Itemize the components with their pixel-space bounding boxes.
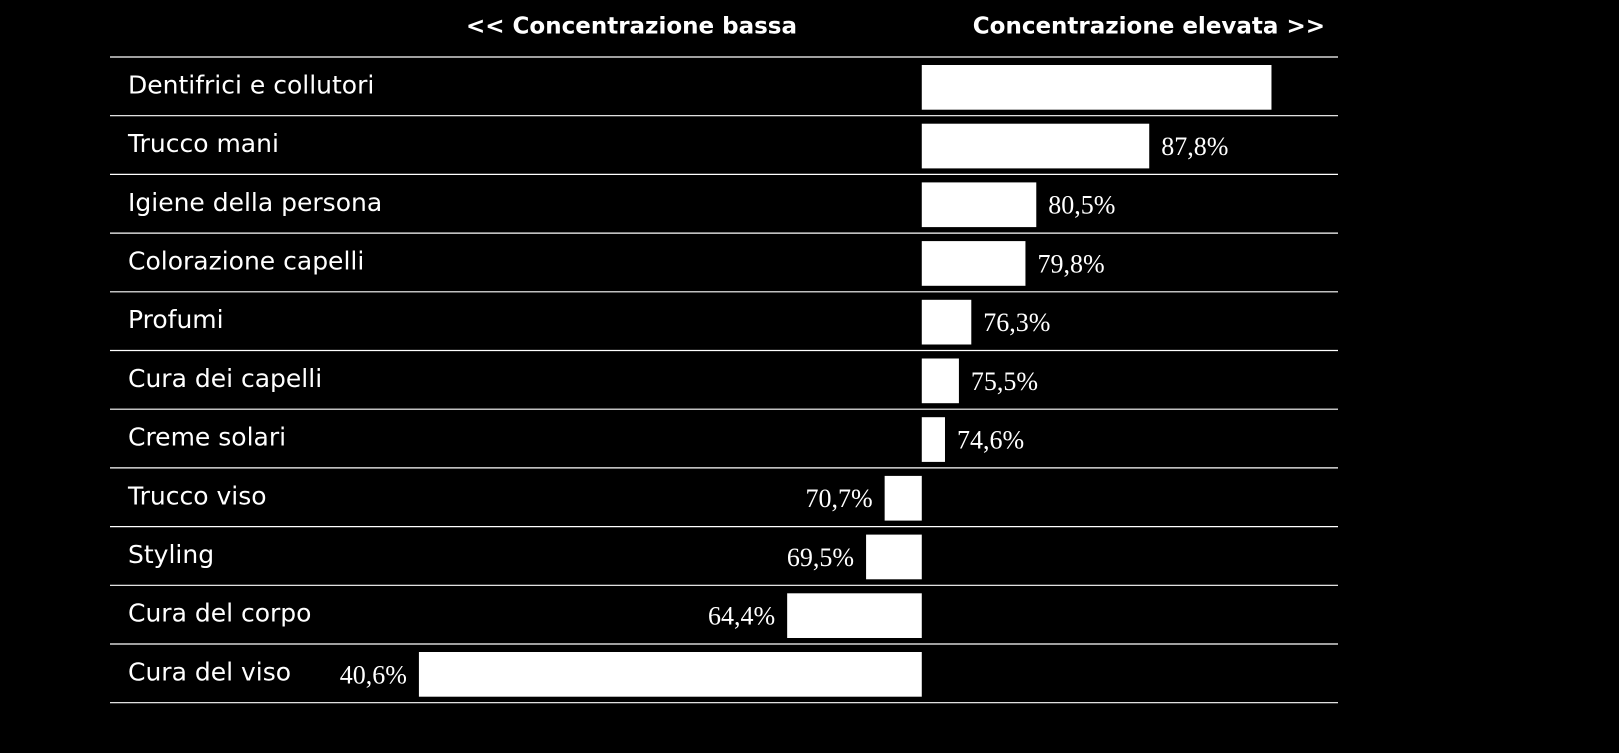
bar (921, 182, 1037, 228)
bar (787, 593, 922, 638)
bar (866, 534, 922, 580)
category-label: Igiene della persona (128, 188, 382, 217)
bar (921, 65, 1272, 110)
category-label: Creme solari (128, 423, 286, 452)
value-label: 87,8% (1161, 132, 1228, 161)
category-label: Colorazione capelli (128, 246, 364, 275)
header-left: << Concentrazione bassa (466, 14, 797, 40)
bar (418, 652, 922, 697)
category-label: Styling (128, 540, 214, 569)
value-label: 74,6% (957, 426, 1024, 455)
category-label: Cura dei capelli (128, 364, 322, 393)
category-label: Dentifrici e collutori (128, 70, 374, 99)
category-label: Cura del corpo (128, 599, 311, 628)
value-label: 69,5% (787, 543, 854, 572)
category-label: Trucco viso (127, 481, 267, 510)
header-right: Concentrazione elevata >> (973, 14, 1325, 40)
value-label: 76,3% (983, 308, 1050, 337)
category-label: Trucco mani (127, 129, 279, 158)
value-label: 64,4% (708, 602, 775, 631)
bar (884, 475, 922, 521)
category-label: Cura del viso (128, 657, 291, 686)
bar (921, 358, 959, 404)
category-label: Profumi (128, 305, 224, 334)
bar (921, 299, 972, 345)
value-label: 70,7% (805, 484, 872, 513)
bar (921, 123, 1150, 169)
value-label: 75,5% (971, 367, 1038, 396)
value-label: 80,5% (1048, 191, 1115, 220)
bar (921, 241, 1026, 286)
bar (921, 417, 945, 462)
value-label: 40,6% (340, 660, 407, 689)
value-label: 79,8% (1037, 249, 1104, 278)
